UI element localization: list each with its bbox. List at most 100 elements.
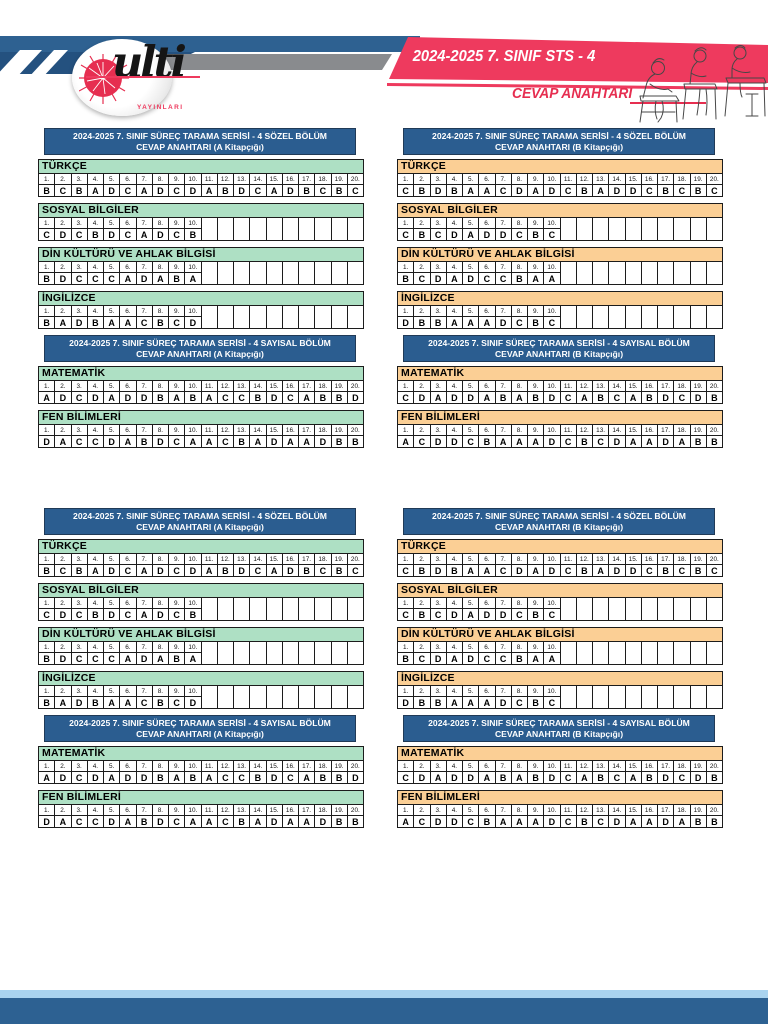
- question-number-cell: 3.: [429, 553, 447, 565]
- question-number-cell: 1.: [37, 760, 56, 772]
- answer-cell: C: [673, 771, 691, 784]
- answer-cell: B: [705, 815, 724, 828]
- answer-cell: A: [396, 435, 415, 448]
- answer-cell: D: [543, 435, 561, 448]
- question-number-cell: 10.: [184, 424, 202, 436]
- answer-cell: C: [543, 696, 561, 709]
- answer-cell: B: [249, 391, 267, 404]
- empty-cell: [314, 685, 332, 709]
- question-number-cell: 2.: [54, 305, 72, 317]
- answer-cell: B: [445, 184, 464, 197]
- answer-cell: B: [575, 815, 594, 828]
- empty-cell: [624, 305, 642, 329]
- question-number-cell: 9.: [526, 305, 545, 317]
- answer-cell: A: [461, 696, 480, 709]
- empty-cell: [330, 305, 348, 329]
- answer-cell: A: [135, 564, 153, 577]
- subject-section: TÜRKÇE 1. 2. 3. 4. 5. 6. 7. 8. 9. 10. 11. 12. 13. 14. 1…: [37, 159, 365, 197]
- question-number-cell: 1.: [37, 685, 56, 697]
- empty-cell: [249, 217, 267, 241]
- empty-cell: [200, 641, 218, 665]
- answer-cell: A: [297, 391, 316, 404]
- question-number-cell: 17.: [297, 760, 316, 772]
- answer-cell: B: [297, 564, 316, 577]
- answer-cell: A: [151, 272, 170, 285]
- empty-cell: [346, 217, 365, 241]
- answer-cell: A: [510, 771, 529, 784]
- answer-cell: B: [526, 771, 545, 784]
- answer-cell: D: [54, 272, 72, 285]
- question-number-cell: 7.: [494, 173, 512, 185]
- question-number-cell: 15.: [265, 424, 283, 436]
- answer-cell: D: [151, 184, 170, 197]
- question-number-cell: 4.: [86, 553, 105, 565]
- answer-cell: C: [86, 815, 105, 828]
- empty-cell: [249, 597, 267, 621]
- answer-cell: B: [330, 184, 348, 197]
- answer-cell: D: [494, 316, 512, 329]
- answer-cell: A: [200, 435, 218, 448]
- question-number-cell: 8.: [151, 641, 170, 653]
- question-number-cell: 14.: [608, 760, 626, 772]
- question-number-cell: 9.: [167, 424, 186, 436]
- answer-cell: C: [249, 184, 267, 197]
- answer-cell: C: [673, 564, 691, 577]
- question-number-cell: 10.: [543, 597, 561, 609]
- empty-cell: [591, 597, 610, 621]
- question-number-cell: 9.: [167, 261, 186, 273]
- answer-cell: B: [330, 391, 348, 404]
- answer-cell: D: [102, 228, 121, 241]
- empty-cell: [673, 305, 691, 329]
- answer-cell: B: [526, 391, 545, 404]
- question-number-cell: 3.: [70, 261, 88, 273]
- question-number-cell: 9.: [167, 173, 186, 185]
- question-number-cell: 7.: [494, 641, 512, 653]
- answer-cell: D: [429, 815, 447, 828]
- question-number-cell: 1.: [396, 760, 415, 772]
- answer-cell: B: [151, 771, 170, 784]
- answer-cell: D: [429, 652, 447, 665]
- empty-cell: [591, 261, 610, 285]
- question-number-cell: 2.: [54, 261, 72, 273]
- question-number-cell: 8.: [510, 424, 529, 436]
- empty-cell: [689, 641, 707, 665]
- answers-table: 1. 2. 3. 4. 5. 6. 7. 8. 9. 10. 11. 12. 13. 14. 15. 16. 1…: [396, 760, 724, 784]
- question-number-cell: 4.: [445, 760, 464, 772]
- empty-cell: [640, 217, 659, 241]
- exam-banner-strip: [387, 83, 768, 90]
- subject-section: FEN BİLİMLERİ 1. 2. 3. 4. 5. 6. 7. 8. 9. 10. 11. 12.…: [396, 790, 724, 828]
- question-number-cell: 12.: [575, 424, 594, 436]
- question-number-cell: 10.: [543, 217, 561, 229]
- empty-cell: [673, 217, 691, 241]
- answer-cell: A: [200, 391, 218, 404]
- question-number-cell: 10.: [184, 760, 202, 772]
- question-number-cell: 2.: [54, 685, 72, 697]
- question-number-cell: 7.: [135, 553, 153, 565]
- answer-cell: C: [559, 815, 577, 828]
- question-number-cell: 9.: [167, 597, 186, 609]
- empty-cell: [216, 597, 235, 621]
- answer-cell: C: [478, 272, 496, 285]
- question-number-cell: 18.: [314, 804, 332, 816]
- question-number-cell: 9.: [526, 261, 545, 273]
- question-number-cell: 17.: [656, 380, 675, 392]
- question-number-cell: 3.: [429, 804, 447, 816]
- answer-cell: A: [102, 771, 121, 784]
- subject-header: İNGİLİZCE: [397, 671, 723, 686]
- empty-cell: [216, 305, 235, 329]
- question-number-cell: 1.: [37, 173, 56, 185]
- answer-cell: D: [445, 391, 464, 404]
- question-number-cell: 10.: [184, 597, 202, 609]
- question-number-cell: 7.: [135, 685, 153, 697]
- answer-cell: B: [70, 564, 88, 577]
- panel-title-line2: CEVAP ANAHTARI (A Kitapçığı): [136, 521, 264, 532]
- answer-cell: B: [86, 608, 105, 621]
- answer-cell: C: [135, 696, 153, 709]
- empty-cell: [216, 217, 235, 241]
- empty-cell: [608, 217, 626, 241]
- answer-cell: B: [526, 228, 545, 241]
- answer-cell: B: [656, 184, 675, 197]
- subject-header: SOSYAL BİLGİLER: [38, 583, 364, 598]
- answer-cell: A: [429, 771, 447, 784]
- question-number-cell: 2.: [54, 217, 72, 229]
